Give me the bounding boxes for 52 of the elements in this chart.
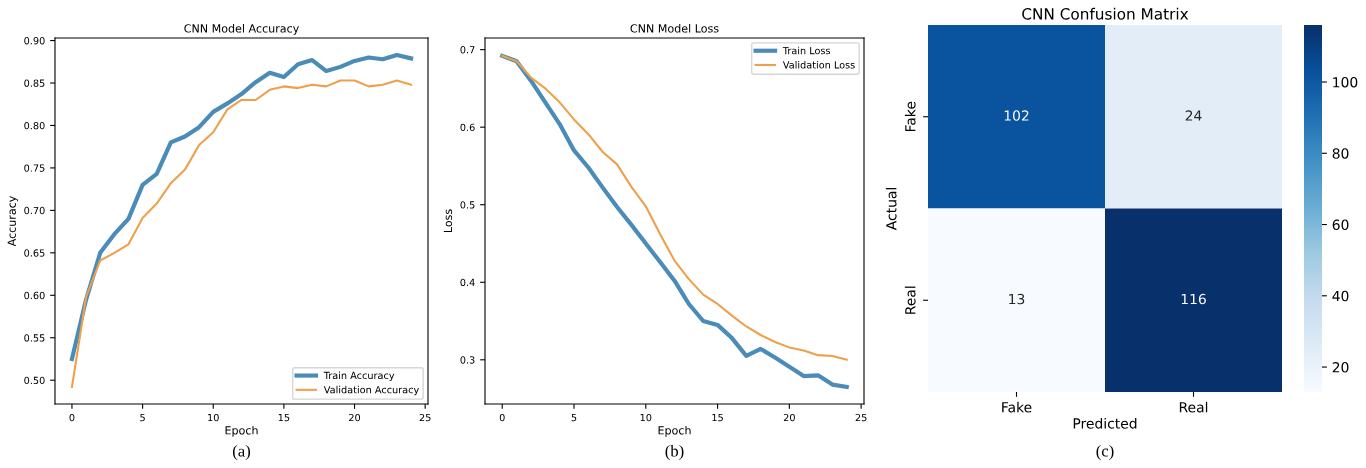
chart-title: CNN Model Accuracy [184, 24, 299, 35]
x-tick-label: 25 [419, 413, 431, 422]
data-label: 102 [1004, 110, 1029, 121]
color-bar-label: 100 [1333, 76, 1358, 88]
x-tick-label: 0 [69, 413, 75, 422]
x-tick-label: 10 [208, 413, 219, 422]
x-tick-label: 0 [499, 413, 505, 422]
x-tick-label: 25 [855, 413, 867, 422]
x-axis-title: Epoch [658, 425, 691, 437]
y-axis-title: Loss [443, 209, 453, 233]
y-tick-label: 0.80 [24, 121, 45, 130]
y-axis-title: Accuracy [7, 195, 19, 247]
color-bar-label: 60 [1332, 219, 1349, 231]
y-tick-label: 0.70 [24, 206, 45, 215]
chart-title: CNN Model Loss [630, 24, 719, 33]
y-tick-label: 0.55 [24, 334, 45, 342]
x-tick-label: 15 [712, 414, 723, 422]
y-tick-label: 0.65 [24, 249, 45, 257]
y-tick-label: 0.85 [24, 79, 45, 87]
text: (c) [1096, 444, 1114, 460]
text: (a) [232, 444, 251, 460]
y-tick-label: 0.3 [460, 356, 475, 364]
data-label: 24 [1185, 110, 1202, 121]
x-tick-label: 5 [140, 414, 145, 422]
y-tick-label: 0.6 [460, 123, 475, 132]
y-tick-label: 0.60 [24, 291, 45, 300]
legend-label: Train Accuracy [323, 371, 395, 381]
legend-label: Train Loss [782, 46, 831, 55]
x-tick-label: 20 [349, 413, 361, 422]
x-tick-label: 20 [783, 413, 795, 422]
legend-label: Validation Accuracy [323, 385, 419, 396]
y-tick-label: 0.4 [460, 278, 475, 287]
color-bar-label: 20 [1332, 362, 1349, 373]
y-tick-label: 0.75 [24, 164, 45, 172]
x-tick-label: 15 [278, 414, 290, 422]
y-axis-title: Actual [885, 188, 897, 231]
x-axis-title: Predicted [1073, 417, 1137, 429]
legend-label: Validation Loss [782, 61, 855, 69]
x-tick-label: 10 [640, 413, 652, 422]
x-axis-title: Epoch [225, 425, 258, 437]
line-series [69, 52, 414, 362]
y-tick-label: 0.7 [460, 46, 475, 54]
chart-title: CNN Confusion Matrix [1022, 7, 1189, 20]
y-tick-label: 0.50 [24, 376, 45, 385]
x-tick-label: 5 [571, 414, 577, 422]
y-tick-label: 0.5 [460, 201, 475, 209]
y-tick-label: 0.90 [24, 37, 45, 45]
color-bar-label: 40 [1332, 290, 1349, 302]
text: (b) [665, 444, 684, 460]
color-bar-label: 80 [1332, 148, 1349, 159]
data-label: 13 [1009, 293, 1025, 305]
data-label: 116 [1181, 293, 1206, 305]
